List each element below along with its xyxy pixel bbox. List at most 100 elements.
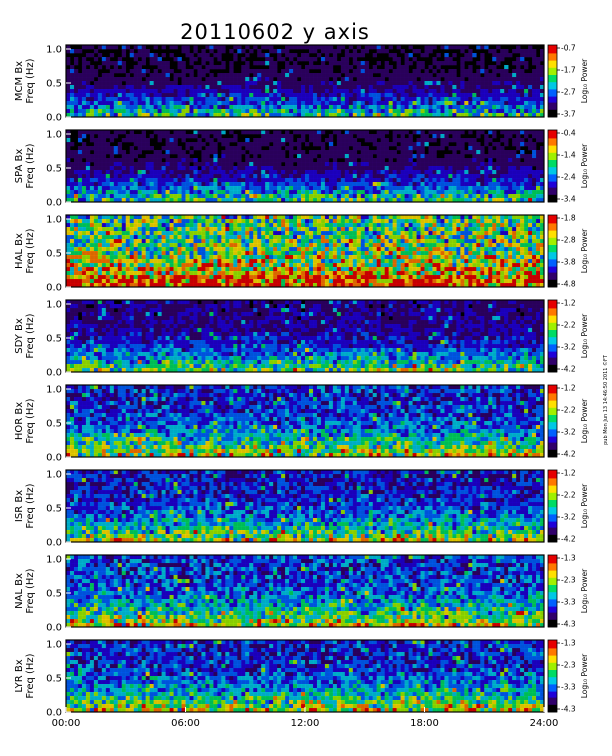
colorbar-tick-label: -1.7 bbox=[561, 66, 576, 75]
y-axis-label: SPA Bx bbox=[14, 149, 25, 184]
panel-frame bbox=[65, 469, 545, 543]
y-tick-label: 0.0 bbox=[46, 283, 62, 294]
colorbar-label: Log₁₀ Power bbox=[580, 228, 589, 273]
panel-nal: 0.0 0.5 1.0 NAL Bx Freq (Hz) -1.3 -2.3 -3.3 -4.3… bbox=[14, 554, 589, 634]
colorbar-tick-label: -4.3 bbox=[561, 620, 576, 629]
spectrogram-hal bbox=[66, 215, 545, 288]
colorbar-tick-label: -3.8 bbox=[561, 258, 576, 267]
y-axis-label: HOR Bx bbox=[14, 402, 25, 440]
panel-frame bbox=[65, 554, 545, 628]
y-axis-label: HAL Bx bbox=[14, 233, 25, 269]
panel-frame bbox=[65, 214, 545, 288]
y-tick-label: 1.0 bbox=[46, 640, 62, 651]
spectrogram-hor bbox=[66, 385, 545, 458]
y-tick-label: 0.5 bbox=[46, 674, 62, 685]
panel-lyr: 0.0 0.5 1.0 LYR Bx Freq (Hz) -1.3 -2.3 -3.3 -4.3… bbox=[14, 639, 589, 719]
y-tick-label: 1.0 bbox=[46, 470, 62, 481]
colorbar-tick-label: -2.2 bbox=[561, 406, 576, 415]
x-tick-label: 18:00 bbox=[410, 718, 439, 729]
panel-hor: 0.0 0.5 1.0 HOR Bx Freq (Hz) -1.2 -2.2 -3.2 -4.2… bbox=[14, 384, 589, 464]
panel-hal: 0.0 0.5 1.0 HAL Bx Freq (Hz) -1.8 -2.8 -3.8 -4.8… bbox=[14, 214, 589, 294]
y-tick-label: 1.0 bbox=[46, 130, 62, 141]
y-tick-label: 0.0 bbox=[46, 453, 62, 464]
colorbar-tick-label: -4.2 bbox=[561, 535, 576, 544]
panel-frame bbox=[65, 384, 545, 458]
colorbar-tick-label: -2.4 bbox=[561, 173, 576, 182]
colorbar-tick-label: -2.2 bbox=[561, 491, 576, 500]
y-axis-label: SDY Bx bbox=[14, 318, 25, 354]
panel-frame bbox=[65, 299, 545, 373]
y-tick-label: 0.0 bbox=[46, 538, 62, 549]
colorbar-hal: -1.8 -2.8 -3.8 -4.8 Log₁₀ Power bbox=[547, 214, 589, 289]
y-axis-unit-label: Freq (Hz) bbox=[25, 398, 36, 443]
colorbar-tick-label: -4.3 bbox=[561, 705, 576, 714]
y-axis-unit-label: Freq (Hz) bbox=[25, 143, 36, 188]
colorbar-tick-label: -1.3 bbox=[561, 639, 576, 648]
colorbar-tick-label: -3.4 bbox=[561, 195, 576, 204]
y-tick-label: 1.0 bbox=[46, 300, 62, 311]
y-tick-label: 0.0 bbox=[46, 368, 62, 379]
colorbar-nal: -1.3 -2.3 -3.3 -4.3 Log₁₀ Power bbox=[547, 554, 589, 629]
x-tick-label: 12:00 bbox=[291, 718, 320, 729]
colorbar-sdy: -1.2 -2.2 -3.2 -4.2 Log₁₀ Power bbox=[547, 299, 589, 374]
colorbar-tick-label: -1.2 bbox=[561, 299, 576, 308]
spectrogram-spa bbox=[66, 130, 545, 203]
time-axis: 00:00 06:00 12:00 18:00 24:00 bbox=[52, 707, 559, 729]
figure-title: 20110602 y axis bbox=[180, 20, 370, 44]
y-axis-unit-label: Freq (Hz) bbox=[25, 653, 36, 698]
y-axis-unit-label: Freq (Hz) bbox=[25, 568, 36, 613]
colorbar-mcm: -0.7 -1.7 -2.7 -3.7 Log₁₀ Power bbox=[547, 44, 589, 119]
y-tick-label: 0.5 bbox=[46, 249, 62, 260]
colorbar-label: Log₁₀ Power bbox=[580, 653, 589, 698]
spectrogram-sdy bbox=[66, 300, 545, 373]
colorbar-tick-label: -3.3 bbox=[561, 683, 576, 692]
colorbar-tick-label: -3.2 bbox=[561, 428, 576, 437]
panel-mcm: 0.0 0.5 1.0 MCM Bx Freq (Hz) -0.7 -1.7 -2.7 -3.7… bbox=[14, 44, 589, 124]
colorbar-label: Log₁₀ Power bbox=[580, 143, 589, 188]
panel-sdy: 0.0 0.5 1.0 SDY Bx Freq (Hz) -1.2 -2.2 -3.2 -4.2… bbox=[14, 299, 589, 379]
colorbar-tick-label: -1.2 bbox=[561, 469, 576, 478]
colorbar-tick-label: -2.2 bbox=[561, 321, 576, 330]
colorbar-label: Log₁₀ Power bbox=[580, 313, 589, 358]
y-tick-label: 0.5 bbox=[46, 164, 62, 175]
colorbar-label: Log₁₀ Power bbox=[580, 58, 589, 103]
side-note: pub Mon Jun 13 14:46:50 2011 ©FT bbox=[602, 354, 609, 445]
colorbar-isr: -1.2 -2.2 -3.2 -4.2 Log₁₀ Power bbox=[547, 469, 589, 544]
colorbar-tick-label: -4.8 bbox=[561, 280, 576, 289]
colorbar-label: Log₁₀ Power bbox=[580, 398, 589, 443]
colorbar-tick-label: -0.7 bbox=[561, 44, 576, 53]
spectrogram-nal bbox=[66, 555, 545, 628]
x-tick-label: 00:00 bbox=[52, 718, 81, 729]
colorbar-tick-label: -1.2 bbox=[561, 384, 576, 393]
y-tick-label: 0.0 bbox=[46, 708, 62, 719]
y-tick-label: 1.0 bbox=[46, 215, 62, 226]
colorbar-tick-label: -0.4 bbox=[561, 129, 576, 138]
colorbar-label: Log₁₀ Power bbox=[580, 483, 589, 528]
colorbar-tick-label: -2.3 bbox=[561, 661, 576, 670]
colorbar-tick-label: -3.2 bbox=[561, 343, 576, 352]
spectrogram-mcm bbox=[66, 45, 545, 118]
colorbar-tick-label: -3.3 bbox=[561, 598, 576, 607]
spectrogram-isr bbox=[66, 470, 545, 543]
colorbar-tick-label: -3.7 bbox=[561, 110, 576, 119]
y-tick-label: 0.5 bbox=[46, 79, 62, 90]
y-tick-label: 1.0 bbox=[46, 385, 62, 396]
x-tick-label: 06:00 bbox=[171, 718, 200, 729]
colorbar-spa: -0.4 -1.4 -2.4 -3.4 Log₁₀ Power bbox=[547, 129, 589, 204]
spectrogram-lyr bbox=[66, 640, 545, 713]
y-tick-label: 0.0 bbox=[46, 113, 62, 124]
colorbar-tick-label: -1.8 bbox=[561, 214, 576, 223]
y-tick-label: 0.0 bbox=[46, 198, 62, 209]
panel-frame bbox=[65, 129, 545, 203]
colorbar-tick-label: -2.3 bbox=[561, 576, 576, 585]
colorbar-hor: -1.2 -2.2 -3.2 -4.2 Log₁₀ Power bbox=[547, 384, 589, 459]
panel-frame bbox=[65, 44, 545, 118]
y-axis-unit-label: Freq (Hz) bbox=[25, 58, 36, 103]
colorbar-tick-label: -2.7 bbox=[561, 88, 576, 97]
x-tick-label: 24:00 bbox=[530, 718, 559, 729]
y-axis-label: MCM Bx bbox=[14, 61, 25, 101]
y-tick-label: 0.5 bbox=[46, 504, 62, 515]
y-axis-unit-label: Freq (Hz) bbox=[25, 228, 36, 273]
